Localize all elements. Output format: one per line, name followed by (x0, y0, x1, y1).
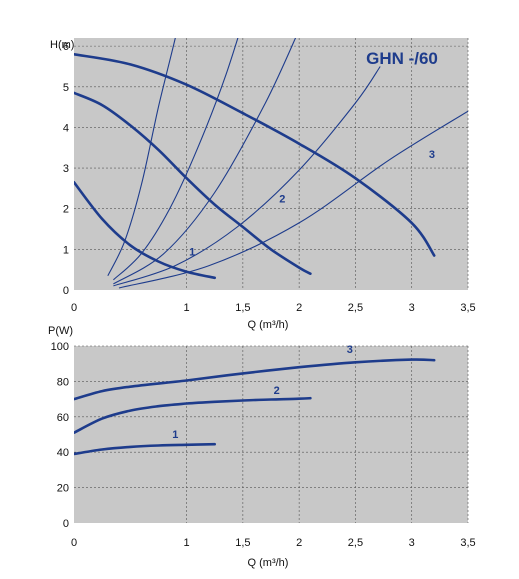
power-chart-y-tick-label: 60 (57, 412, 69, 424)
head-chart-y-tick-label: 6 (63, 41, 69, 53)
power-chart-y-tick-label: 80 (57, 376, 69, 388)
head-chart-speed-2-label: 2 (279, 194, 285, 206)
head-chart-x-tick-label: 2 (296, 302, 302, 314)
power-chart-x-tick-label: 0 (71, 537, 77, 549)
head-chart-x-tick-label: 1 (184, 302, 190, 314)
power-chart-speed-2-label: 2 (274, 385, 280, 397)
head-chart-y-tick-label: 5 (63, 82, 69, 94)
power-chart-speed-3-label: 3 (347, 344, 353, 356)
head-chart-x-tick-label: 2,5 (348, 302, 363, 314)
power-chart-speed-2-curve (74, 396, 312, 434)
power-chart-y-tick-label: 0 (63, 518, 69, 530)
head-chart-x-axis-label: Q (m³/h) (248, 319, 289, 331)
power-chart-x-tick-label: 1,5 (235, 537, 250, 549)
head-chart-y-tick-label: 2 (63, 204, 69, 216)
head-chart-speed-1-label: 1 (189, 246, 195, 258)
power-chart-x-tick-label: 2,5 (348, 537, 363, 549)
head-chart-speed-1-curve (74, 181, 216, 280)
head-chart-system-curve (118, 110, 468, 289)
power-chart-x-tick-label: 3,5 (460, 537, 475, 549)
power-chart-x-axis-label: Q (m³/h) (248, 557, 289, 569)
head-chart-speed-2-curve (74, 91, 312, 275)
head-chart-speed-3-label: 3 (429, 149, 435, 161)
power-chart-x-tick-label: 3 (409, 537, 415, 549)
power-chart-speed-3-curve (74, 358, 436, 401)
head-chart-speed-3-curve (74, 53, 436, 257)
head-chart-y-tick-label: 1 (63, 244, 69, 256)
power-chart-x-tick-label: 1 (184, 537, 190, 549)
head-chart-y-tick-label: 0 (63, 285, 69, 297)
head-chart-title: GHN -/60 (366, 49, 438, 68)
head-chart-y-axis-label: H(m) (50, 39, 74, 51)
head-chart-x-tick-label: 1,5 (235, 302, 250, 314)
power-chart-y-axis-label: P(W) (48, 325, 73, 337)
power-chart-y-tick-label: 20 (57, 483, 69, 495)
head-chart-plot-area (74, 38, 468, 290)
power-chart-plot-area (74, 346, 468, 523)
power-chart-speed-1-label: 1 (172, 429, 178, 441)
power-chart-y-tick-label: 100 (51, 341, 69, 353)
power-chart-y-tick-label: 40 (57, 447, 69, 459)
head-chart-x-tick-label: 0 (71, 302, 77, 314)
power-chart-x-tick-label: 2 (296, 537, 302, 549)
head-chart-y-tick-label: 4 (63, 122, 69, 134)
head-chart-y-tick-label: 3 (63, 163, 69, 175)
head-chart-x-tick-label: 3,5 (460, 302, 475, 314)
head-chart-x-tick-label: 3 (409, 302, 415, 314)
head-chart-system-curve (113, 38, 297, 285)
power-chart-speed-1-curve (74, 442, 216, 456)
